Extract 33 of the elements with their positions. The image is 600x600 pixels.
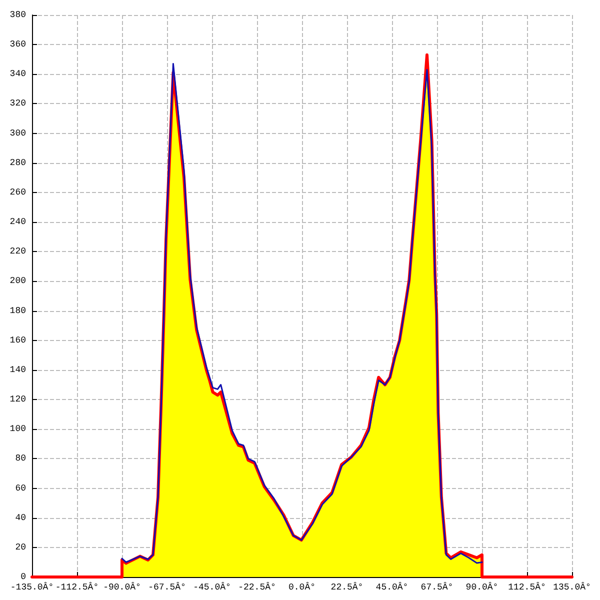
x-tick-label: 90.0Â° — [466, 582, 498, 592]
y-tick-label: 260 — [10, 187, 26, 198]
x-tick-label: 45.0Â° — [376, 582, 408, 592]
x-tick-label: 0.0Â° — [288, 582, 316, 592]
y-tick-label: 80 — [15, 454, 26, 464]
y-tick-label: 180 — [10, 306, 26, 316]
y-tick-label: 240 — [10, 217, 26, 228]
x-tick-label: 112.5Â° — [508, 582, 546, 592]
x-tick-label: -135.0Â° — [10, 582, 54, 592]
y-tick-label: 0 — [20, 572, 26, 582]
x-tick-label: -22.5Â° — [238, 582, 276, 592]
y-tick-label: 220 — [10, 246, 26, 257]
y-tick-label: 200 — [10, 276, 26, 286]
y-tick-label: 40 — [15, 512, 26, 523]
x-tick-label: -112.5Â° — [55, 582, 99, 592]
x-tick-label: 22.5Â° — [330, 582, 364, 592]
y-tick-label: 120 — [10, 394, 26, 405]
x-tick-label: 67.5Â° — [420, 582, 454, 592]
y-tick-label: 60 — [15, 483, 26, 494]
y-tick-label: 340 — [10, 69, 26, 80]
y-tick-label: 160 — [10, 335, 26, 346]
y-tick-label: 360 — [10, 40, 26, 50]
y-tick-label: 320 — [10, 98, 26, 109]
y-tick-label: 300 — [10, 128, 26, 138]
y-tick-label: 280 — [10, 158, 26, 168]
x-tick-label: -90.0Â° — [103, 582, 141, 592]
x-tick-label: 135.0Â° — [553, 582, 591, 592]
x-tick-label: -45.0Â° — [193, 582, 231, 592]
y-tick-label: 20 — [15, 542, 26, 552]
x-tick-label: -67.5Â° — [148, 582, 186, 592]
y-tick-label: 380 — [10, 10, 26, 20]
y-tick-label: 140 — [10, 364, 26, 375]
y-tick-label: 100 — [10, 424, 26, 434]
